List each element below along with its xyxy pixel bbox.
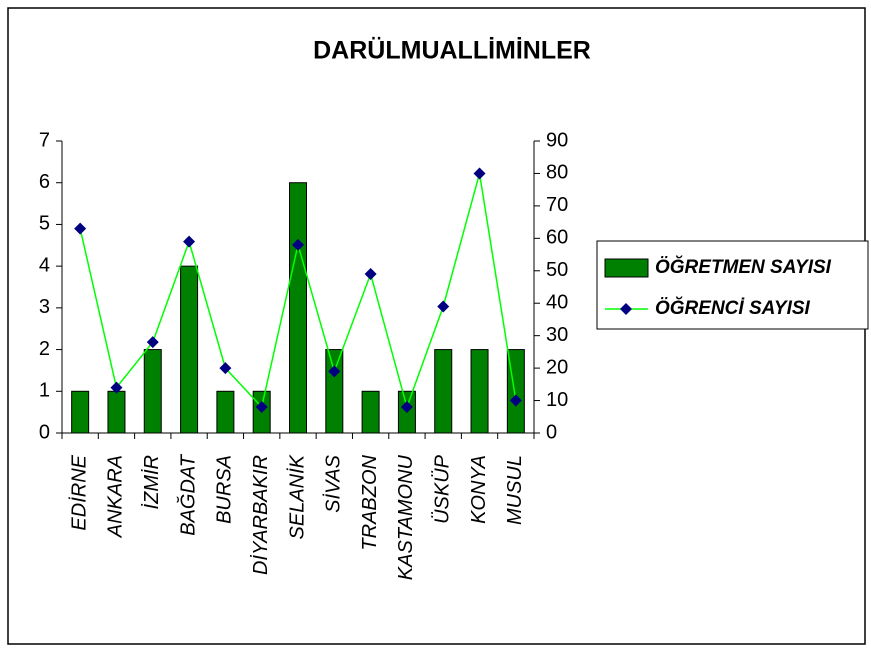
y2-tick-label: 10 [546, 389, 568, 411]
x-tick-label: ANKARA [105, 455, 127, 538]
marker [255, 401, 268, 414]
y2-tick-label: 70 [546, 194, 568, 216]
x-tick-label: KASTAMONU [395, 454, 417, 580]
x-tick-label: SELANİK [286, 453, 308, 539]
y2-tick-label: 20 [546, 356, 568, 378]
marker [364, 268, 377, 281]
bar [71, 390, 90, 434]
legend-swatch [604, 258, 649, 278]
legend-box [596, 240, 869, 330]
bar [289, 182, 307, 434]
bar [434, 349, 453, 434]
y-tick-label: 7 [39, 129, 50, 151]
x-tick-label: DİYARBAKIR [250, 455, 272, 575]
y2-tick-label: 90 [546, 129, 568, 151]
legend-label: ÖĞRETMEN SAYISI [655, 256, 832, 278]
marker [473, 167, 486, 180]
y-tick-label: 3 [39, 296, 50, 318]
y-tick-label: 2 [39, 338, 50, 360]
marker [74, 222, 87, 235]
bar [143, 349, 162, 434]
y2-tick-label: 80 [546, 162, 568, 184]
bar [107, 390, 126, 434]
bar [325, 349, 344, 434]
x-tick-label: BAĞDAT [176, 453, 199, 536]
x-tick-label: EDİRNE [68, 454, 90, 530]
marker [219, 362, 232, 375]
y-tick-label: 1 [39, 380, 50, 402]
bar [361, 390, 380, 434]
y-tick-label: 4 [39, 254, 50, 276]
legend-label: ÖĞRENCİ SAYISI [655, 297, 811, 319]
marker [146, 336, 159, 349]
y2-tick-label: 40 [546, 292, 568, 314]
x-tick-label: KONYA [468, 455, 490, 524]
y2-tick-label: 50 [546, 259, 568, 281]
y-tick-label: 5 [39, 213, 50, 235]
chart-title: DARÜLMUALLİMİNLER [313, 36, 591, 65]
x-tick-label: İZMİR [141, 455, 163, 509]
marker [437, 300, 450, 313]
x-tick-label: SİVAS [323, 454, 345, 512]
y2-tick-label: 0 [546, 421, 557, 443]
y-tick-label: 0 [39, 421, 50, 443]
legend-marker [620, 303, 632, 315]
marker [328, 365, 341, 378]
x-tick-label: TRABZON [359, 454, 381, 550]
marker [292, 238, 304, 251]
x-tick-label: BURSA [214, 455, 236, 524]
y2-tick-label: 30 [546, 324, 568, 346]
x-tick-label: ÜSKÜP [432, 454, 454, 524]
bar [470, 349, 489, 434]
y-tick-label: 6 [39, 171, 50, 193]
marker [110, 381, 123, 394]
marker [183, 235, 196, 248]
marker [509, 394, 522, 407]
bar [216, 390, 235, 434]
x-tick-label: MUSUL [504, 455, 526, 525]
marker [400, 401, 413, 414]
bar [180, 265, 199, 434]
y2-tick-label: 60 [546, 227, 568, 249]
